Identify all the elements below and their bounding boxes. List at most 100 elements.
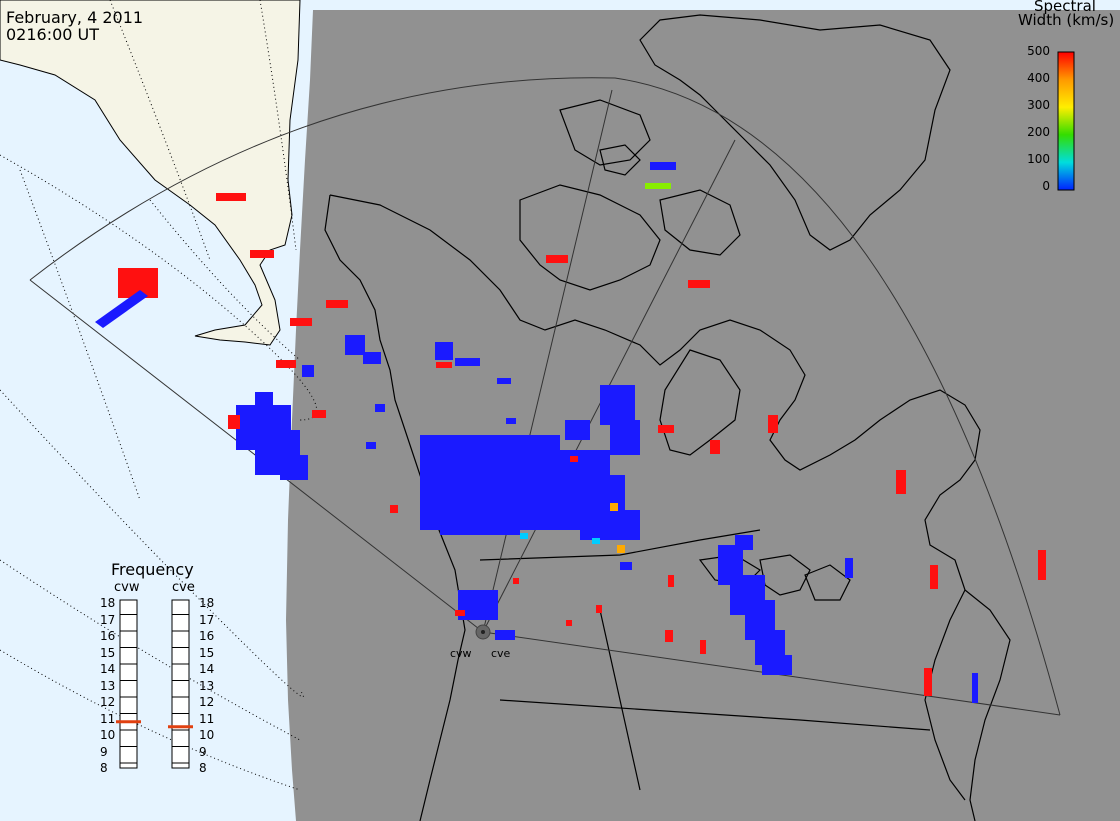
frequency-tick-left: 12	[100, 695, 116, 709]
frequency-tick-right: 15	[199, 645, 215, 660]
echo-cell	[546, 255, 568, 263]
frequency-tick-left: 17	[100, 612, 116, 627]
echo-cell	[280, 455, 308, 480]
frequency-tick-right: 12	[199, 695, 215, 709]
echo-cell	[645, 183, 671, 189]
radar-site-center	[481, 630, 485, 634]
echo-cell	[436, 362, 452, 368]
echo-cell	[228, 415, 240, 429]
frequency-grid	[120, 614, 189, 764]
echo-cell	[390, 505, 398, 513]
cvw-frequency-label: cvw	[114, 580, 140, 595]
frequency-tick-left: 8	[100, 761, 108, 775]
frequency-tick-left: 11	[100, 711, 116, 726]
echo-cell	[566, 620, 572, 626]
echo-cell	[688, 280, 710, 288]
date-label: February, 4 2011	[6, 8, 144, 27]
echo-cell	[596, 605, 602, 613]
echo-cell	[345, 335, 365, 355]
echo-cell	[620, 510, 640, 540]
echo-cell	[290, 318, 312, 326]
frequency-tick-right: 11	[199, 711, 215, 726]
echo-cell	[1038, 550, 1046, 580]
echo-cell	[592, 538, 600, 544]
radar-label-cvw: cvw	[450, 647, 472, 660]
echo-cell	[366, 442, 376, 449]
echo-cell	[700, 640, 706, 654]
radar-label-cve: cve	[491, 647, 511, 660]
echo-cell	[302, 365, 314, 377]
frequency-tick-right: 14	[199, 662, 215, 676]
alaska-daylight-land	[0, 0, 301, 346]
frequency-tick-left: 18	[100, 596, 116, 610]
echo-cell	[375, 404, 385, 412]
echo-cell	[255, 392, 273, 406]
echo-cell	[768, 415, 778, 433]
frequency-tick-left: 15	[100, 645, 116, 660]
frequency-tick-right: 8	[199, 761, 207, 775]
echo-cell	[363, 352, 381, 364]
night-shading	[286, 10, 1120, 821]
echo-cell	[924, 668, 932, 696]
echo-cell	[617, 545, 625, 553]
frequency-tick-right: 9	[199, 744, 207, 759]
echo-cell	[495, 630, 515, 640]
frequency-tick-left: 14	[100, 662, 116, 676]
colorbar	[1057, 51, 1075, 191]
cvw-frequency-box	[119, 599, 138, 769]
colorbar-tick: 400	[1027, 71, 1050, 85]
cve-frequency-box	[171, 599, 190, 769]
colorbar-tick: 200	[1027, 125, 1050, 139]
colorbar-tick: 0	[1042, 179, 1050, 193]
echo-cell	[440, 500, 520, 535]
colorbar-title-line2: Width (km/s)	[1018, 11, 1115, 29]
graticule	[0, 0, 318, 791]
time-label: 0216:00 UT	[6, 25, 100, 44]
echo-cell	[600, 385, 635, 425]
echo-cell	[668, 575, 674, 587]
frequency-tick-left: 16	[100, 629, 116, 643]
echo-cell	[735, 535, 753, 550]
frequency-tick-left: 13	[100, 678, 116, 693]
echo-cell	[326, 300, 348, 308]
echo-cell	[312, 410, 326, 418]
frequency-tick-right: 10	[199, 728, 215, 742]
echo-cell	[665, 630, 673, 642]
colorbar-tick: 100	[1027, 152, 1050, 166]
echo-cell	[658, 425, 674, 433]
frequency-tick-left: 10	[100, 728, 116, 742]
colorbar-tick: 300	[1027, 98, 1050, 112]
cve-frequency-label: cve	[172, 580, 195, 595]
echo-cell	[610, 420, 640, 455]
echo-cell	[216, 193, 246, 201]
echo-cell	[455, 610, 465, 616]
echo-cell	[845, 558, 853, 578]
frequency-tick-right: 16	[199, 629, 215, 643]
echo-cell	[930, 565, 938, 589]
echo-cell	[762, 655, 792, 675]
echo-cell	[580, 475, 625, 540]
frequency-tick-right: 13	[199, 678, 215, 693]
echo-cell	[650, 162, 676, 170]
echo-cell	[435, 342, 453, 360]
colorbar-title-line1: Spectral	[1034, 0, 1096, 15]
echo-cell	[570, 456, 578, 462]
echo-cell	[455, 358, 480, 366]
echo-cell	[506, 418, 516, 424]
frequency-tick-right: 18	[199, 596, 215, 610]
echo-cell	[620, 562, 632, 570]
echo-cell	[972, 673, 978, 703]
frequency-title: Frequency	[111, 560, 194, 579]
frequency-tick-right: 17	[199, 612, 215, 627]
frequency-tick-left: 9	[100, 744, 108, 759]
echo-cell	[610, 503, 618, 511]
echo-cell	[565, 420, 590, 440]
backscatter-echoes	[95, 162, 1046, 703]
echo-cell	[520, 533, 528, 539]
echo-cell	[250, 250, 274, 258]
echo-cell	[95, 290, 148, 328]
echo-cell	[276, 360, 296, 368]
colorbar-tick: 500	[1027, 44, 1050, 58]
